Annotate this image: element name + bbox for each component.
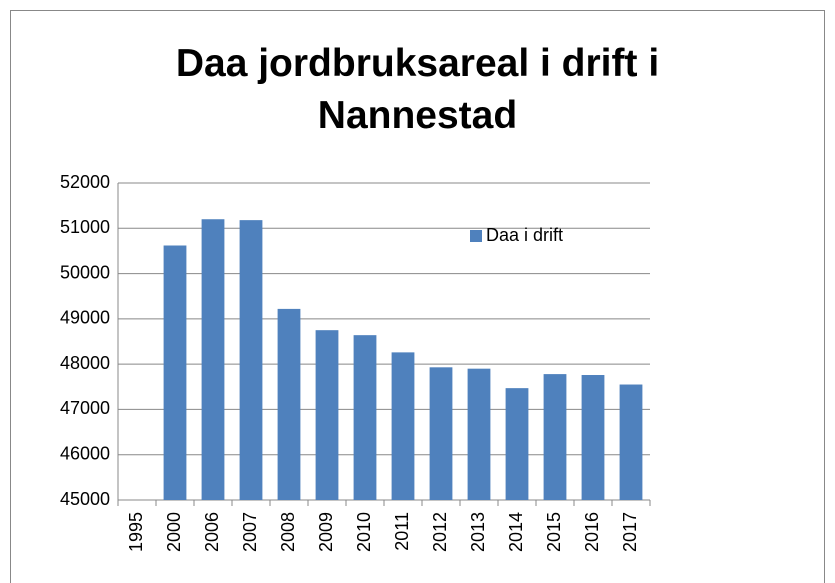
bar <box>391 352 415 500</box>
chart-title: Daa jordbruksareal i drift i Nannestad <box>175 42 660 137</box>
bar <box>353 335 377 500</box>
x-tick-label: 2006 <box>202 512 222 552</box>
bar <box>619 384 643 500</box>
y-tick-label: 51000 <box>60 217 110 237</box>
bar <box>163 245 187 500</box>
bar <box>505 388 529 500</box>
x-tick-label: 2013 <box>468 512 488 552</box>
bar <box>429 367 453 500</box>
x-tick-label: 2008 <box>278 512 298 552</box>
legend-label: Daa i drift <box>486 225 563 245</box>
bar <box>201 219 225 500</box>
x-tick-label: 2015 <box>544 512 564 552</box>
bar <box>277 308 301 500</box>
x-tick-label: 2016 <box>582 512 602 552</box>
x-tick-label: 2009 <box>316 512 336 552</box>
bar <box>467 368 491 500</box>
y-tick-label: 47000 <box>60 398 110 418</box>
y-tick-label: 52000 <box>60 172 110 192</box>
bar <box>315 330 339 500</box>
y-tick-label: 50000 <box>60 262 110 282</box>
y-tick-label: 46000 <box>60 443 110 463</box>
x-tick-label: 1995 <box>126 512 146 552</box>
x-tick-label: 2007 <box>240 512 260 552</box>
legend-swatch <box>470 230 482 242</box>
chart-border <box>10 10 825 583</box>
y-tick-label: 49000 <box>60 308 110 328</box>
bar <box>239 220 263 501</box>
x-tick-label: 2010 <box>354 512 374 552</box>
x-tick-label: 2000 <box>164 512 184 552</box>
x-tick-label: 2014 <box>506 512 526 552</box>
x-tick-label: 2017 <box>620 512 640 552</box>
y-tick-label: 45000 <box>60 489 110 509</box>
x-tick-label: 2011 <box>392 512 412 551</box>
y-tick-label: 48000 <box>60 353 110 373</box>
bar <box>581 375 605 500</box>
bar <box>543 374 567 500</box>
x-tick-label: 2012 <box>430 512 450 552</box>
